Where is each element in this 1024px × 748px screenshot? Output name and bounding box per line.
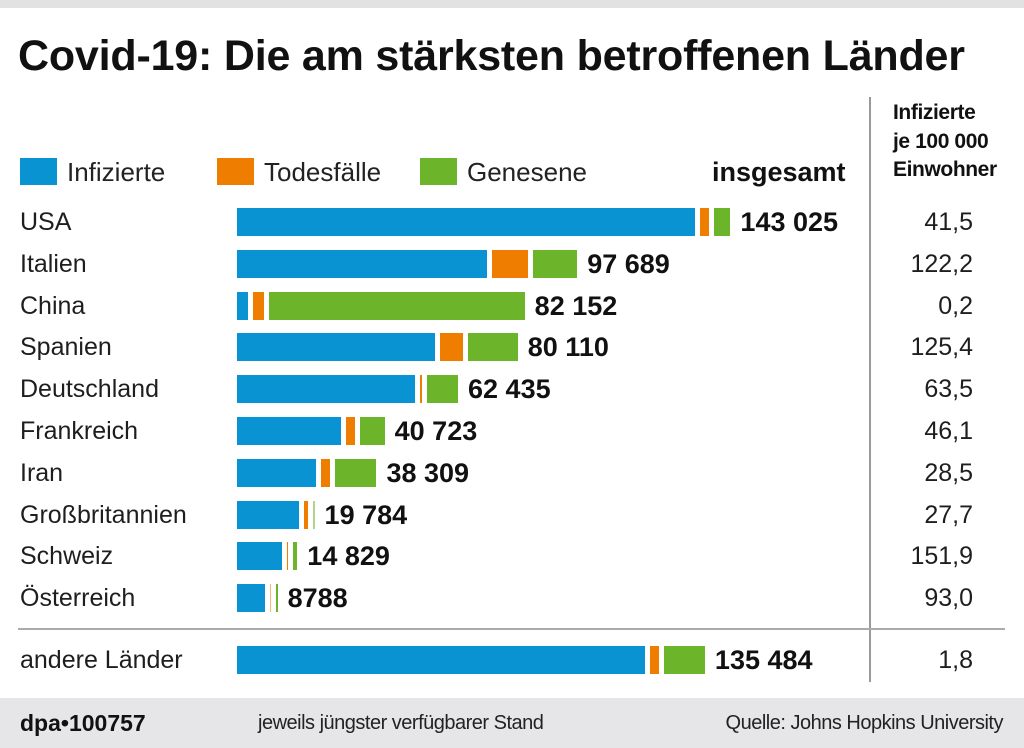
country-label: Frankreich (20, 417, 139, 445)
total-label: 82 152 (534, 290, 618, 321)
bar-segment-genesene (713, 208, 731, 236)
bar-row: Spanien 80 110 125,4 (0, 332, 1024, 363)
total-label: 97 689 (587, 248, 670, 279)
country-label: Österreich (20, 584, 136, 613)
total-label: 19 784 (324, 499, 408, 530)
bar-row: Frankreich 40 723 46,1 (0, 417, 1024, 445)
per-100k-label: 125,4 (910, 333, 973, 362)
bar-segment-infizierte (237, 646, 645, 674)
bar-row: Schweiz 14 829 151,9 (0, 541, 1024, 572)
bar-segment-todesfaelle (440, 333, 464, 362)
bar-segment-genesene (334, 458, 377, 487)
per-100k-label: 0,2 (938, 291, 973, 320)
bar-segment-infizierte (237, 542, 282, 571)
bar-segment-infizierte (237, 584, 265, 613)
bar-row: Iran 38 309 28,5 (0, 457, 1024, 488)
rate-header-line: Einwohner (893, 158, 997, 181)
bar-row: USA 143 025 41,5 (0, 208, 1024, 236)
bar-segment-genesene (292, 542, 298, 571)
legend-label: Genesene (467, 157, 587, 187)
bar-segment-todesfaelle (252, 291, 265, 320)
country-label: Spanien (20, 333, 112, 362)
bar-segment-genesene (275, 584, 278, 613)
column-divider (869, 97, 871, 682)
bar-segment-todesfaelle (700, 208, 709, 236)
bar-segment-infizierte (237, 500, 300, 529)
per-100k-label: 151,9 (910, 542, 973, 571)
rate-header-line: je 100 000 (893, 129, 989, 153)
legend-swatch-genesene (420, 158, 457, 185)
total-label: 80 110 (527, 332, 609, 363)
per-100k-label: 27,7 (924, 500, 973, 529)
bar-segment-todesfaelle (320, 458, 330, 487)
bar-segment-todesfaelle (304, 500, 309, 529)
bar-segment-genesene (360, 417, 385, 445)
bar-segment-todesfaelle (649, 646, 659, 674)
bar-row: Italien 97 689 122,2 (0, 248, 1024, 279)
country-label: andere Länder (20, 646, 183, 674)
legend-swatch-todesfaelle (217, 158, 254, 185)
total-label: 8788 (287, 583, 348, 614)
bar-segment-infizierte (237, 458, 316, 487)
top-band (0, 0, 1024, 8)
bar-segment-genesene (468, 333, 518, 362)
bar-row: China 82 152 0,2 (0, 290, 1024, 321)
legend-label: Infizierte (67, 157, 166, 187)
bar-row: Deutschland 62 435 63,5 (0, 374, 1024, 405)
total-label: 62 435 (468, 374, 551, 405)
bar-segment-infizierte (237, 291, 248, 320)
footer-graphic-id: dpa•100757 (20, 710, 146, 736)
country-label: Deutschland (20, 375, 159, 404)
bar-segment-todesfaelle (491, 249, 529, 278)
bar-segment-infizierte (237, 208, 696, 236)
per-100k-label: 28,5 (924, 458, 973, 487)
legend-swatch-infizierte (20, 158, 57, 185)
country-label: Schweiz (20, 542, 114, 571)
country-label: Großbritannien (20, 500, 187, 529)
rate-column-header: Infizierte je 100 000 Einwohner (893, 99, 1018, 185)
bar-segment-genesene (426, 375, 459, 404)
legend-label: Todesfälle (264, 157, 382, 187)
bar-segment-genesene (269, 291, 525, 320)
bar-segment-todesfaelle (346, 417, 356, 445)
country-label: Iran (20, 458, 64, 487)
per-100k-label: 63,5 (924, 375, 973, 404)
bar-segment-infizierte (237, 333, 436, 362)
total-label: 38 309 (386, 457, 470, 488)
footer-source: Quelle: Johns Hopkins University (725, 712, 1004, 734)
bar-segment-todesfaelle (269, 584, 271, 613)
total-label: 135 484 (714, 645, 813, 675)
per-100k-label: 122,2 (910, 249, 973, 278)
summary-separator (18, 628, 1005, 630)
bar-segment-infizierte (237, 249, 487, 278)
bar-segment-infizierte (237, 375, 416, 404)
per-100k-label: 41,5 (924, 208, 973, 236)
bar-segment-todesfaelle (286, 542, 288, 571)
chart-title: Covid-19: Die am stärksten betroffenen L… (18, 32, 965, 80)
country-label: USA (20, 208, 72, 236)
bar-row: Großbritannien 19 784 27,7 (0, 499, 1024, 530)
country-label: Italien (20, 249, 87, 278)
per-100k-label: 93,0 (924, 584, 973, 613)
bar-segment-genesene (533, 249, 578, 278)
bar-segment-todesfaelle (420, 375, 422, 404)
bar-segment-genesene (663, 646, 705, 674)
per-100k-label: 46,1 (924, 417, 973, 445)
total-label: 14 829 (307, 541, 390, 572)
rate-header-line: Infizierte (893, 101, 976, 124)
footer: dpa•100757 jeweils jüngster verfügbarer … (0, 698, 1024, 748)
country-label: China (20, 291, 86, 320)
bar-segment-genesene (313, 500, 315, 529)
total-column-header: insgesamt (712, 157, 846, 187)
total-label: 143 025 (740, 207, 839, 237)
bar-row: Österreich 8788 93,0 (0, 583, 1024, 614)
bar-row-summary: andere Länder 135 484 1,8 (0, 646, 1024, 674)
total-label: 40 723 (394, 416, 478, 446)
bar-segment-infizierte (237, 417, 342, 445)
per-100k-label: 1,8 (938, 646, 973, 674)
footer-note: jeweils jüngster verfügbarer Stand (258, 712, 544, 734)
